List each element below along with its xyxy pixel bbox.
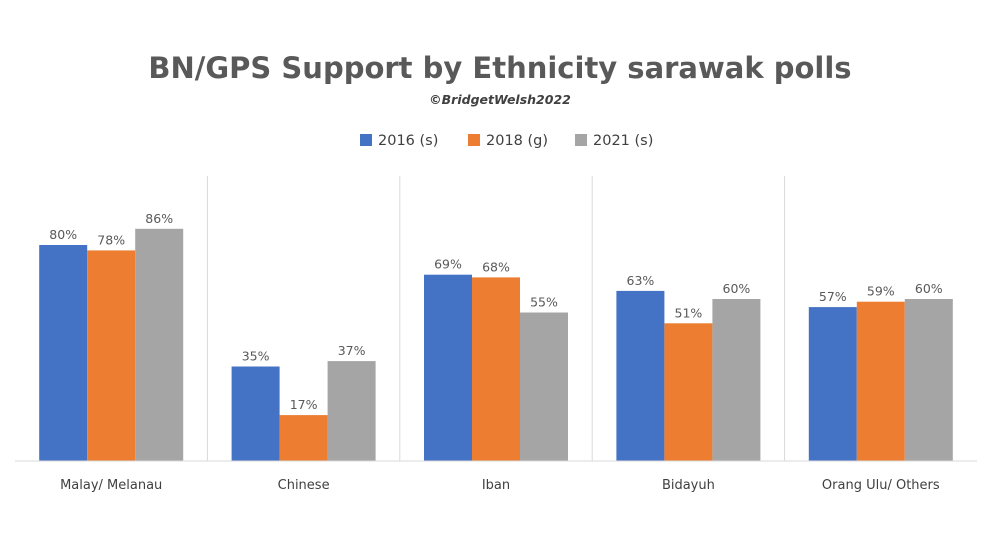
bar-chinese-2021-s: [327, 361, 376, 461]
legend-label-2016-s: 2016 (s): [378, 133, 438, 149]
bar-malay-melanau-2021-s: [135, 228, 184, 461]
data-label-orang-ulu-others-2021-s: 60%: [915, 281, 943, 296]
bar-chinese-2018-g: [279, 415, 328, 461]
data-label-iban-2018-g: 68%: [482, 259, 510, 274]
legend-swatch-2018-g: [468, 134, 480, 146]
category-label-malay-melanau: Malay/ Melanau: [60, 478, 162, 493]
chart-title: BN/GPS Support by Ethnicity sarawak poll…: [148, 51, 851, 85]
chart-subtitle: ©BridgetWelsh2022: [429, 92, 571, 107]
bar-bidayuh-2021-s: [712, 299, 761, 461]
bar-malay-melanau-2016-s: [39, 245, 88, 461]
data-label-chinese-2018-g: 17%: [290, 397, 318, 412]
data-label-bidayuh-2021-s: 60%: [723, 281, 751, 296]
bar-orang-ulu-others-2016-s: [808, 307, 857, 461]
legend-swatch-2021-s: [575, 134, 587, 146]
data-label-bidayuh-2018-g: 51%: [675, 305, 703, 320]
category-label-chinese: Chinese: [278, 478, 330, 493]
data-label-malay-melanau-2018-g: 78%: [97, 232, 125, 247]
bars: [39, 228, 953, 461]
bar-iban-2016-s: [424, 274, 472, 461]
bar-malay-melanau-2018-g: [87, 250, 136, 461]
bar-orang-ulu-others-2018-g: [856, 301, 905, 461]
legend-swatch-2016-s: [360, 134, 372, 146]
data-label-bidayuh-2016-s: 63%: [627, 273, 655, 288]
data-label-malay-melanau-2021-s: 86%: [145, 211, 173, 226]
data-label-orang-ulu-others-2016-s: 57%: [819, 289, 847, 304]
data-label-orang-ulu-others-2018-g: 59%: [867, 284, 895, 299]
bar-orang-ulu-others-2021-s: [904, 299, 953, 461]
bar-iban-2021-s: [520, 312, 568, 461]
data-label-chinese-2016-s: 35%: [242, 349, 270, 364]
category-label-bidayuh: Bidayuh: [662, 478, 715, 493]
data-labels: 80% 78% 86% 35% 17% 37% 69% 68% 55% 63% 51% 60% 57% 5…: [49, 211, 943, 412]
bar-iban-2018-g: [472, 277, 520, 461]
data-label-chinese-2021-s: 37%: [338, 343, 366, 358]
data-label-malay-melanau-2016-s: 80%: [49, 227, 77, 242]
legend-label-2018-g: 2018 (g): [486, 133, 548, 149]
bar-bidayuh-2018-g: [664, 323, 713, 461]
legend-label-2021-s: 2021 (s): [593, 133, 653, 149]
category-labels: Malay/ Melanau Chinese Iban Bidayuh Orang Ul…: [60, 478, 940, 493]
legend: 2016 (s) 2018 (g) 2021 (s): [360, 133, 653, 149]
bar-bidayuh-2016-s: [616, 290, 665, 461]
category-label-iban: Iban: [482, 478, 510, 493]
data-label-iban-2016-s: 69%: [434, 257, 462, 272]
data-label-iban-2021-s: 55%: [530, 295, 558, 310]
category-separators: [206, 176, 786, 461]
category-label-orang-ulu-others: Orang Ulu/ Others: [822, 478, 940, 493]
bar-chinese-2016-s: [231, 366, 280, 461]
